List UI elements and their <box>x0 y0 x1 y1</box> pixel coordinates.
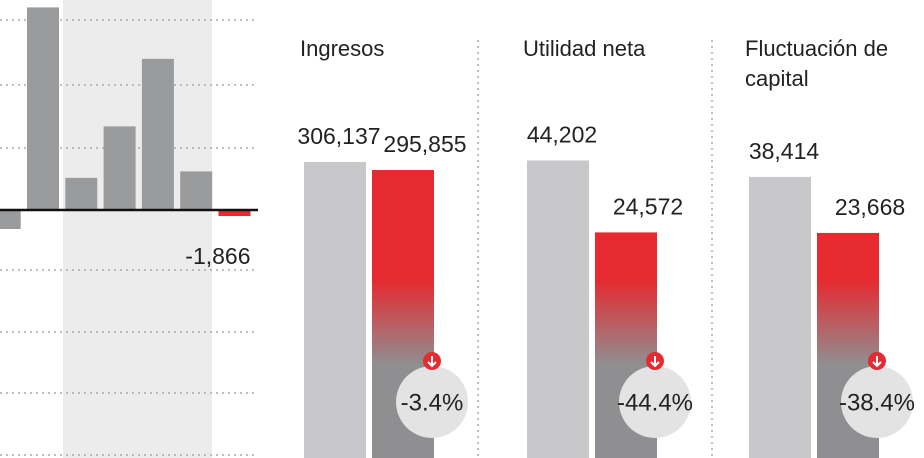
value-label: 44,202 <box>527 122 597 148</box>
change-badge <box>396 366 468 438</box>
down-arrow <box>872 356 882 368</box>
value-label: -1,866 <box>185 243 250 269</box>
down-arrow <box>427 356 437 368</box>
bar <box>65 177 98 211</box>
bar <box>103 126 136 211</box>
bar <box>749 176 811 458</box>
change-label: -38.4% <box>839 389 915 416</box>
bar <box>180 171 213 211</box>
bar <box>304 162 366 458</box>
bar <box>141 58 174 211</box>
value-label: 295,855 <box>383 131 466 157</box>
bar <box>527 160 589 458</box>
change-badge <box>619 366 691 438</box>
down-arrow <box>650 356 660 368</box>
value-label: 23,668 <box>835 194 905 220</box>
value-label: 24,572 <box>613 193 683 219</box>
change-label: -44.4% <box>617 389 693 416</box>
panel-title: Ingresos <box>300 36 385 61</box>
change-badge <box>841 366 913 438</box>
panel-title: Utilidad neta <box>523 36 646 61</box>
change-label: -3.4% <box>401 389 464 416</box>
value-label: 306,137 <box>297 123 380 149</box>
highlight-band <box>63 0 212 458</box>
bar <box>218 210 251 217</box>
value-label: 38,414 <box>749 138 820 164</box>
panel-title: Fluctuación de capital <box>745 36 889 91</box>
bar <box>27 7 59 211</box>
bar <box>0 210 21 229</box>
